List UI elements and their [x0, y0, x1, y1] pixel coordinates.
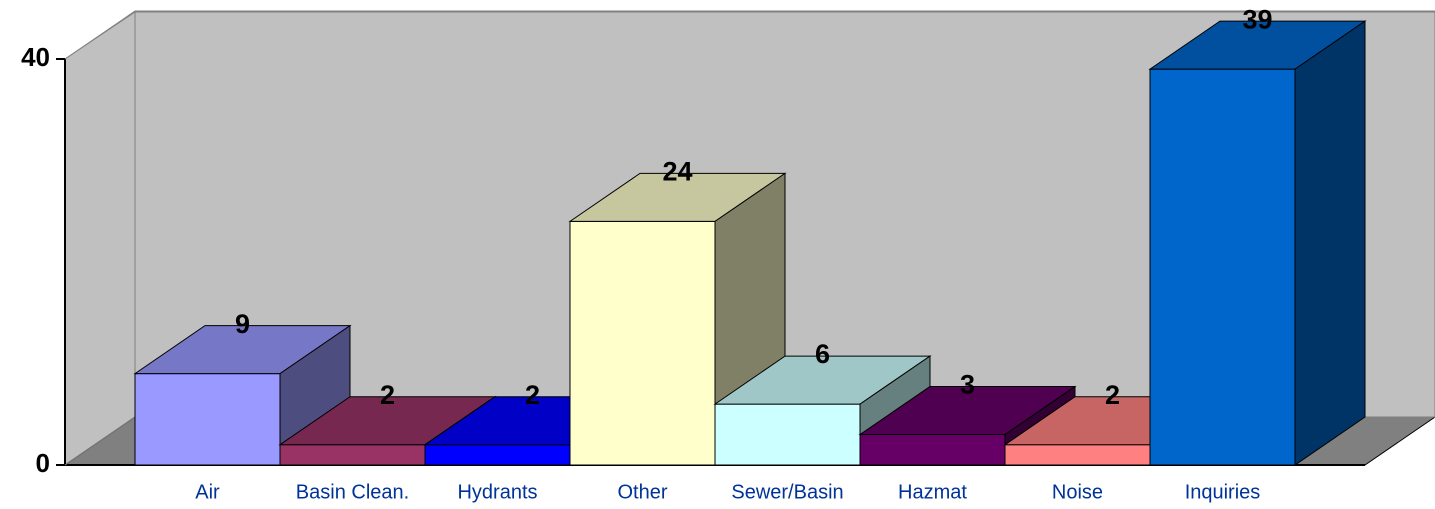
data-label: 2 — [380, 380, 395, 410]
x-tick-label: Hydrants — [457, 481, 537, 503]
data-label: 9 — [235, 309, 250, 339]
data-label: 24 — [662, 157, 692, 187]
data-label: 6 — [815, 339, 830, 369]
bar — [1004, 444, 1151, 466]
data-label: 2 — [525, 380, 540, 410]
y-tick-label: 0 — [36, 448, 50, 478]
bar — [1149, 68, 1296, 466]
y-tick-label: 40 — [21, 42, 50, 72]
x-tick-label: Air — [195, 481, 220, 503]
x-tick-label: Sewer/Basin — [731, 481, 843, 503]
data-label: 39 — [1242, 4, 1272, 34]
side-wall — [64, 11, 136, 466]
bar — [859, 434, 1006, 466]
x-tick-label: Other — [617, 481, 667, 503]
data-label: 2 — [1105, 380, 1120, 410]
x-tick-label: Hazmat — [898, 481, 967, 503]
grid-line — [64, 10, 1435, 60]
data-label: 3 — [960, 370, 975, 400]
bar — [714, 403, 861, 466]
bar — [134, 373, 281, 466]
x-tick-label: Noise — [1052, 481, 1103, 503]
x-tick-label: Basin Clean. — [296, 481, 409, 503]
bar — [569, 220, 716, 466]
x-tick-label: Inquiries — [1185, 481, 1261, 503]
bar-side — [1294, 20, 1366, 466]
bar — [279, 444, 426, 466]
bar — [424, 444, 571, 466]
